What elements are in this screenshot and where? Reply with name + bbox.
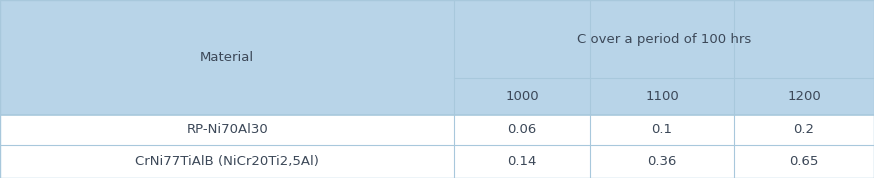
- Text: 1200: 1200: [787, 90, 821, 103]
- Text: CrNi77TiAlB (NiCr20Ti2,5Al): CrNi77TiAlB (NiCr20Ti2,5Al): [135, 155, 319, 168]
- Bar: [0, 0, 874, 78]
- Text: 0.06: 0.06: [508, 123, 537, 137]
- Text: 1100: 1100: [645, 90, 679, 103]
- Text: C over a period of 100 hrs: C over a period of 100 hrs: [577, 33, 752, 46]
- Bar: [0, 78, 874, 115]
- Text: 0.14: 0.14: [508, 155, 537, 168]
- Bar: [0, 145, 874, 178]
- Text: Material: Material: [200, 51, 254, 64]
- Text: 0.36: 0.36: [648, 155, 676, 168]
- Text: 0.65: 0.65: [789, 155, 819, 168]
- Text: 1000: 1000: [505, 90, 539, 103]
- Bar: [0, 115, 874, 145]
- Text: RP-Ni70Al30: RP-Ni70Al30: [186, 123, 268, 137]
- Text: 0.2: 0.2: [794, 123, 815, 137]
- Text: 0.1: 0.1: [651, 123, 673, 137]
